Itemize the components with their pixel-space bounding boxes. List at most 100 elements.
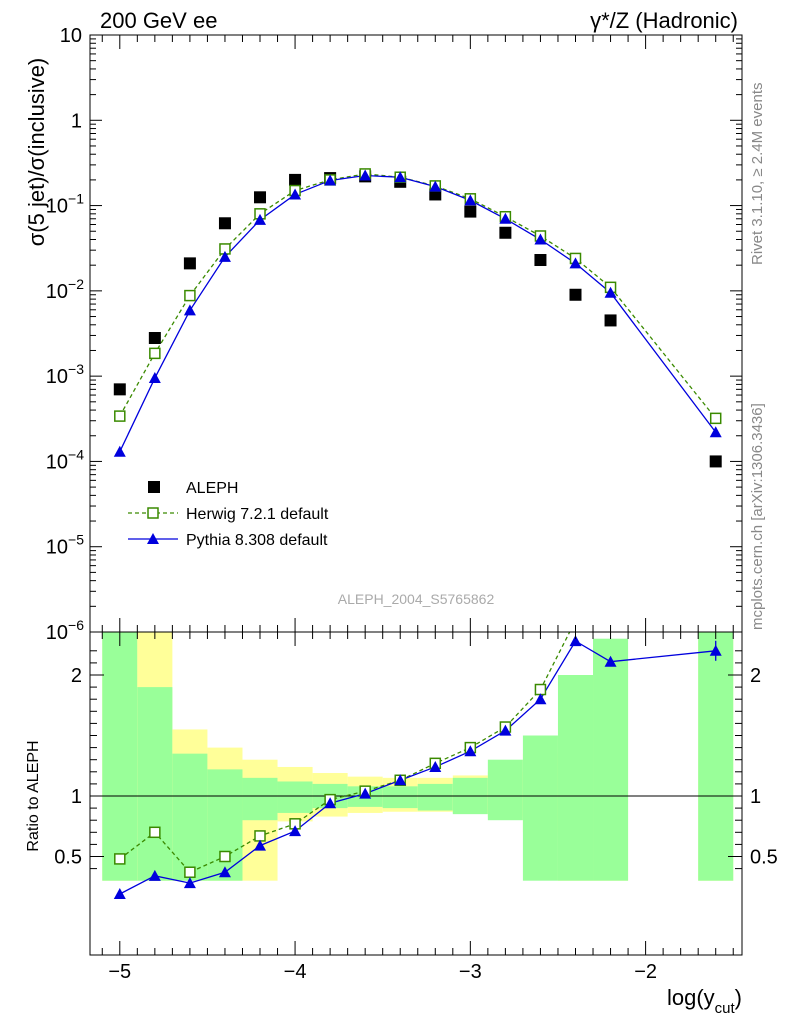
pythia-point [324, 174, 337, 186]
aleph-point [113, 383, 126, 396]
pythia-point [604, 286, 617, 298]
pythia-ratio-point [113, 888, 126, 900]
legend-label-herwig: Herwig 7.2.1 default [186, 506, 329, 523]
pythia-point [499, 212, 512, 224]
aleph-point [183, 257, 196, 270]
mcplots-side-label: mcplots.cern.ch [arXiv:1306.3436] [749, 403, 766, 630]
aleph-point [569, 288, 582, 301]
uncertainty-band-green [102, 632, 138, 881]
pythia-ratio-line [119, 640, 716, 895]
pythia-ratio-point [464, 745, 477, 757]
aleph-point [289, 173, 302, 186]
x-tick-label: −2 [634, 961, 657, 983]
pythia-point [359, 169, 372, 181]
pythia-ratio-point [183, 877, 196, 889]
herwig-point [709, 412, 722, 425]
uncertainty-band-green [277, 781, 313, 813]
x-axis-label-close: ) [735, 985, 742, 1010]
x-tick-label: −4 [284, 961, 307, 983]
pythia-point [709, 426, 722, 438]
analysis-label: ALEPH_2004_S5765862 [338, 591, 495, 607]
main-panel: 10 1 10−1 10−2 10−3 10−4 10−5 10−6 σ(5 jet)/σ(i… [24, 25, 743, 644]
uncertainty-band-green [698, 632, 734, 881]
y-tick-label: 10−1 [46, 191, 84, 218]
legend-marker-pythia [147, 533, 159, 544]
x-tick-label: −5 [108, 961, 131, 983]
pythia-point [148, 372, 161, 384]
herwig-ratio-point [114, 853, 126, 865]
uncertainty-band-green [487, 759, 523, 821]
y-tick-label: 10 [60, 25, 82, 47]
header-right-label: γ*/Z (Hadronic) [590, 8, 738, 33]
pythia-ratio-point [534, 693, 547, 705]
uncertainty-band-green [522, 735, 558, 881]
pythia-ratio-point [254, 839, 267, 851]
pythia-ratio-point [394, 774, 407, 786]
aleph-point [534, 254, 547, 267]
ratio-y-tick-label-right: 2 [750, 665, 761, 687]
y-tick-label: 10−3 [46, 361, 84, 388]
header-left-label: 200 GeV ee [100, 8, 217, 33]
ratio-y-tick-label-right: 0.5 [750, 847, 778, 869]
pythia-point [254, 213, 267, 225]
uncertainty-band-green [207, 769, 243, 881]
x-tick-label: −3 [459, 961, 482, 983]
legend-label-pythia: Pythia 8.308 default [186, 532, 328, 549]
x-axis-label-main: log(y [667, 985, 715, 1010]
pythia-point [183, 304, 196, 316]
pythia-ratio-point [429, 760, 442, 772]
herwig-ratio-point [149, 826, 161, 839]
herwig-ratio-line [119, 632, 571, 874]
pythia-point [429, 180, 442, 192]
pythia-point [394, 171, 407, 183]
y-tick-label: 10−5 [46, 532, 84, 559]
uncertainty-band-green [172, 753, 208, 881]
y-tick-label: 10−6 [46, 617, 84, 644]
pythia-point [289, 188, 302, 200]
pythia-point [534, 233, 547, 245]
ratio-panel: 0.5 0.5 1 1 2 2 −5 −4 −3 −2 Ratio to ALEPH log(yc… [25, 616, 778, 1017]
legend-marker-aleph [148, 481, 160, 493]
uncertainty-band-green [242, 777, 278, 821]
rivet-side-label: Rivet 3.1.10, ≥ 2.4M events [749, 83, 766, 266]
y-tick-label: 1 [71, 110, 82, 132]
uncertainty-band-green [417, 783, 453, 811]
aleph-point [148, 332, 161, 345]
uncertainty-band-green [137, 687, 173, 881]
pythia-ratio-point [148, 869, 161, 881]
pythia-point [218, 250, 231, 262]
herwig-ratio-point [534, 683, 547, 696]
pythia-ratio-point [218, 866, 231, 878]
pythia-point [569, 257, 582, 269]
legend: ALEPH Herwig 7.2.1 default Pythia 8.308 … [128, 480, 329, 549]
main-y-axis-label: σ(5 jet)/σ(inclusive) [24, 58, 49, 247]
pythia-ratio-point [359, 787, 372, 799]
uncertainty-band-green [557, 675, 594, 881]
pythia-point [113, 445, 126, 457]
herwig-ratio-point [254, 830, 266, 842]
ratio-y-tick-label: 2 [71, 665, 82, 687]
ratio-y-tick-label-right: 1 [750, 786, 761, 808]
aleph-point [464, 205, 477, 218]
herwig-ratio-point [606, 616, 616, 626]
y-tick-label: 10−4 [46, 446, 84, 473]
herwig-ratio-point [184, 866, 196, 878]
aleph-point [254, 191, 267, 204]
pythia-ratio-point [324, 797, 337, 809]
aleph-point [499, 226, 512, 239]
pythia-point [464, 194, 477, 206]
herwig-ratio-point [570, 616, 580, 626]
pythia-line [119, 174, 717, 452]
pythia-ratio-point [604, 655, 617, 667]
herwig-point [149, 347, 161, 360]
herwig-point [114, 410, 126, 422]
ratio-y-axis-label: Ratio to ALEPH [25, 740, 42, 851]
ratio-panel-frame [89, 631, 743, 956]
uncertainty-band-green [593, 638, 629, 881]
herwig-ratio-point [219, 850, 231, 863]
herwig-line [119, 173, 717, 419]
aleph-point [604, 314, 617, 327]
y-tick-label: 10−2 [46, 276, 84, 303]
ratio-y-tick-label: 0.5 [54, 847, 82, 869]
